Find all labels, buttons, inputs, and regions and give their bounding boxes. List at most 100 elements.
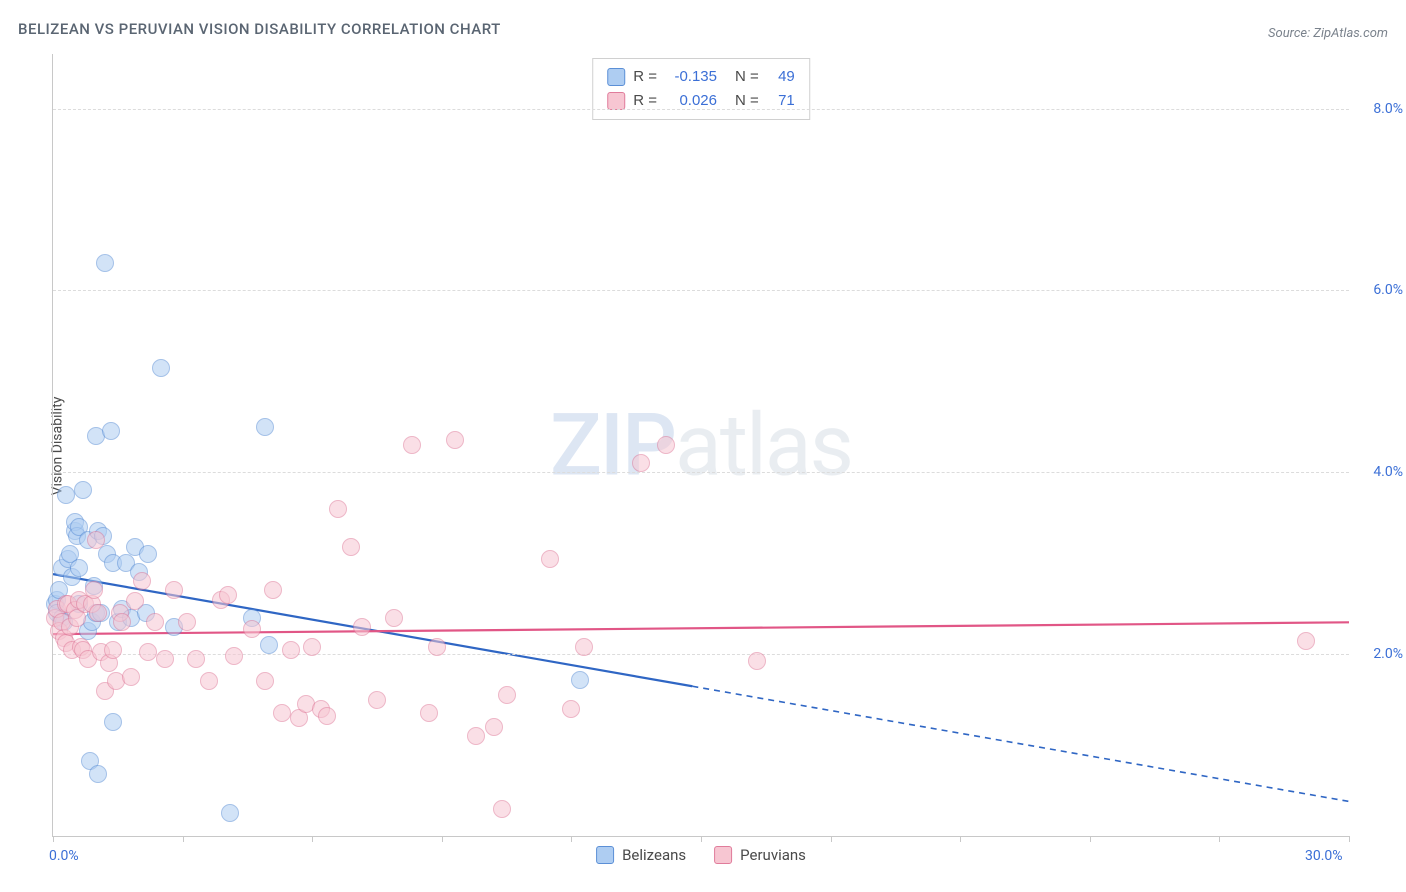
data-point (156, 650, 174, 668)
data-point (178, 613, 196, 631)
watermark-part1: ZIP (550, 395, 675, 496)
data-point (96, 254, 114, 272)
data-point (187, 650, 205, 668)
x-tick (571, 836, 572, 842)
data-point (139, 643, 157, 661)
stat-r-value: -0.135 (665, 65, 717, 89)
legend-item: Peruvians (714, 846, 806, 864)
x-tick (442, 836, 443, 842)
y-tick-label: 6.0% (1373, 282, 1403, 298)
data-point (748, 652, 766, 670)
data-point (632, 454, 650, 472)
data-point (318, 707, 336, 725)
data-point (104, 713, 122, 731)
data-point (541, 550, 559, 568)
data-point (152, 359, 170, 377)
gridline (53, 290, 1349, 291)
data-point (146, 613, 164, 631)
data-point (89, 765, 107, 783)
legend-item: Belizeans (596, 846, 686, 864)
source-attribution: Source: ZipAtlas.com (1268, 26, 1388, 41)
data-point (498, 686, 516, 704)
data-point (256, 672, 274, 690)
correlation-stats-box: R =-0.135N =49R =0.026N =71 (592, 58, 810, 120)
legend-label: Belizeans (622, 846, 686, 864)
legend-swatch (607, 68, 625, 86)
watermark: ZIPatlas (550, 395, 852, 496)
legend-swatch (596, 846, 614, 864)
data-point (493, 800, 511, 818)
x-tick (53, 836, 54, 842)
stats-row: R = -0.135 N = 49 (607, 65, 795, 89)
data-point (102, 422, 120, 440)
data-point (368, 691, 386, 709)
data-point (403, 436, 421, 454)
data-point (264, 581, 282, 599)
data-point (446, 431, 464, 449)
series-legend: Belizeans Peruvians (596, 846, 806, 864)
x-tick (960, 836, 961, 842)
data-point (303, 638, 321, 656)
legend-label: Peruvians (740, 846, 806, 864)
data-point (657, 436, 675, 454)
y-tick-label: 8.0% (1373, 101, 1403, 117)
data-point (353, 618, 371, 636)
stat-r-label: R = (633, 65, 657, 89)
stat-n-value: 49 (767, 65, 795, 89)
legend-swatch (607, 92, 625, 110)
x-tick-label: 30.0% (1305, 848, 1343, 864)
data-point (139, 545, 157, 563)
x-tick (831, 836, 832, 842)
data-point (562, 700, 580, 718)
x-tick (701, 836, 702, 842)
y-tick-label: 2.0% (1373, 646, 1403, 662)
y-tick-label: 4.0% (1373, 464, 1403, 480)
data-point (256, 418, 274, 436)
data-point (575, 638, 593, 656)
x-tick (312, 836, 313, 842)
data-point (74, 481, 92, 499)
legend-swatch (714, 846, 732, 864)
data-point (70, 559, 88, 577)
data-point (89, 604, 107, 622)
data-point (420, 704, 438, 722)
data-point (225, 647, 243, 665)
data-point (467, 727, 485, 745)
watermark-part2: atlas (675, 395, 852, 496)
data-point (85, 581, 103, 599)
gridline (53, 472, 1349, 473)
data-point (260, 636, 278, 654)
data-point (133, 572, 151, 590)
data-point (122, 668, 140, 686)
data-point (329, 500, 347, 518)
data-point (273, 704, 291, 722)
data-point (1297, 632, 1315, 650)
x-tick-label: 0.0% (49, 848, 79, 864)
data-point (113, 613, 131, 631)
x-tick (1090, 836, 1091, 842)
data-point (342, 538, 360, 556)
chart-title: BELIZEAN VS PERUVIAN VISION DISABILITY C… (18, 20, 501, 38)
x-tick (1219, 836, 1220, 842)
scatter-plot-area: ZIPatlas R =-0.135N =49R =0.026N =71 Bel… (52, 54, 1349, 837)
gridline (53, 654, 1349, 655)
data-point (219, 586, 237, 604)
data-point (104, 641, 122, 659)
data-point (571, 671, 589, 689)
data-point (485, 718, 503, 736)
data-point (126, 592, 144, 610)
x-tick (1349, 836, 1350, 842)
stat-n-label: N = (735, 65, 759, 89)
gridline (53, 109, 1349, 110)
x-tick (183, 836, 184, 842)
data-point (385, 609, 403, 627)
data-point (200, 672, 218, 690)
data-point (57, 486, 75, 504)
data-point (221, 804, 239, 822)
data-point (243, 620, 261, 638)
data-point (428, 638, 446, 656)
regression-lines (53, 54, 1349, 836)
data-point (87, 531, 105, 549)
data-point (282, 641, 300, 659)
data-point (165, 581, 183, 599)
